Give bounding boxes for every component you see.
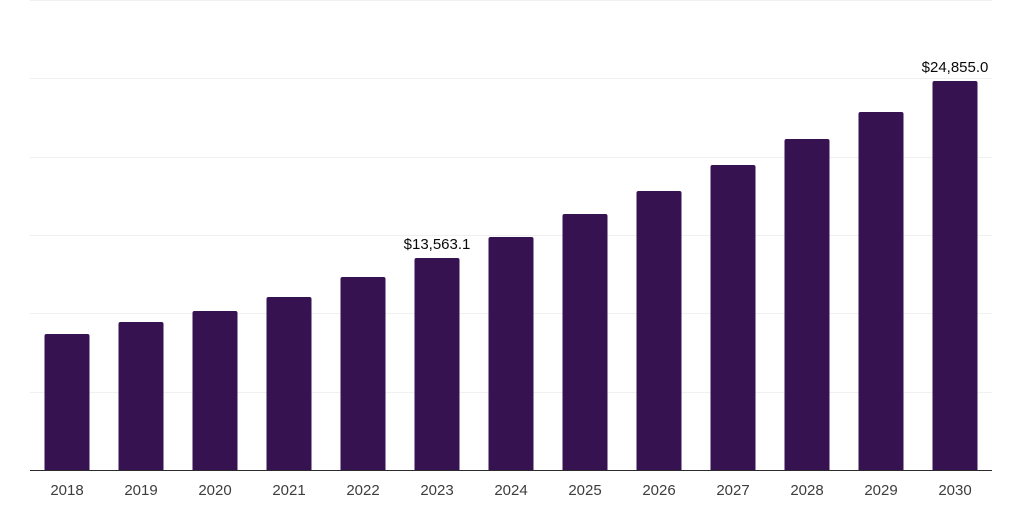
bar-band-2029 (844, 0, 918, 470)
x-tick-label-2018: 2018 (50, 482, 84, 499)
bar-band-2027 (696, 0, 770, 470)
bar-2030 (932, 80, 978, 470)
bar-2023 (414, 257, 460, 470)
bar-band-2030: $24,855.0 (918, 0, 992, 470)
x-tick-label-2023: 2023 (420, 482, 454, 499)
bar-band-2020 (178, 0, 252, 470)
x-tick-label-2022: 2022 (346, 482, 380, 499)
x-tick-label-2019: 2019 (124, 482, 158, 499)
bars-layer: $13,563.1 $24,855.0 (30, 0, 992, 470)
bar-band-2023: $13,563.1 (400, 0, 474, 470)
bar-band-2018 (30, 0, 104, 470)
bar-band-2028 (770, 0, 844, 470)
bar-2019 (118, 321, 164, 470)
x-tick-label-2024: 2024 (494, 482, 528, 499)
x-axis: 2018 2019 2020 2021 2022 2023 2024 2025 2026 2027… (30, 482, 992, 500)
gridline (30, 78, 992, 80)
bar-value-label-2030: $24,855.0 (921, 58, 989, 76)
bar-band-2021 (252, 0, 326, 470)
bar-band-2025 (548, 0, 622, 470)
gridline (30, 235, 992, 236)
x-tick-label-2026: 2026 (642, 482, 676, 499)
bar-2021 (266, 297, 312, 470)
bar-2026 (636, 190, 682, 470)
x-tick-label-2028: 2028 (790, 482, 824, 499)
bar-band-2019 (104, 0, 178, 470)
x-tick-label-2025: 2025 (568, 482, 602, 499)
bar-2024 (488, 237, 534, 470)
plot-area: $13,563.1 $24,855.0 (30, 0, 992, 471)
bar-2022 (340, 277, 386, 470)
bar-band-2024 (474, 0, 548, 470)
bar-2020 (192, 310, 238, 470)
bar-band-2022 (326, 0, 400, 470)
x-tick-label-2027: 2027 (716, 482, 750, 499)
bar-band-2026 (622, 0, 696, 470)
bar-2029 (858, 112, 904, 470)
bar-2025 (562, 214, 608, 470)
x-tick-label-2020: 2020 (198, 482, 232, 499)
bar-2027 (710, 164, 756, 470)
bar-2018 (44, 334, 90, 470)
x-tick-label-2029: 2029 (864, 482, 898, 499)
x-tick-label-2021: 2021 (272, 482, 306, 499)
x-tick-label-2030: 2030 (938, 482, 972, 499)
gridline (30, 156, 992, 158)
bar-value-label-2023: $13,563.1 (403, 235, 471, 253)
gridline (30, 0, 992, 1)
bar-2028 (784, 138, 830, 470)
